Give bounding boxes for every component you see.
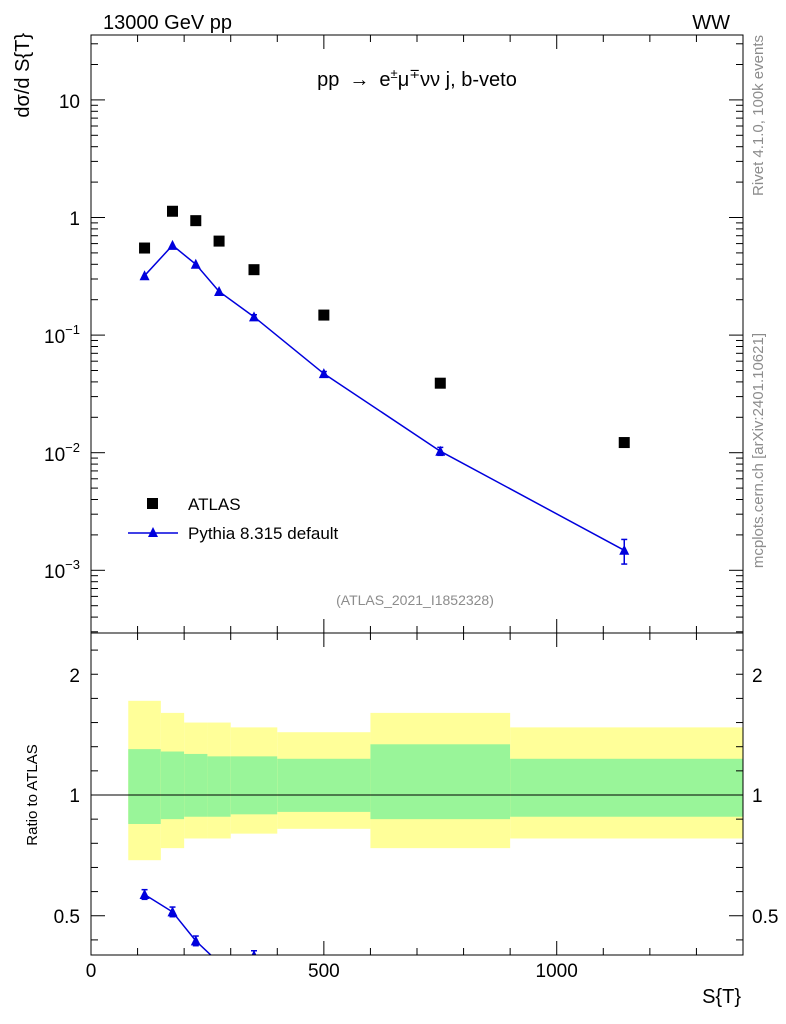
- ratio-mc-line: [144, 893, 212, 955]
- ratio-ylabel: Ratio to ATLAS: [24, 744, 41, 845]
- atlas-point: [248, 264, 260, 276]
- main-frame: [90, 34, 744, 634]
- ratio-ytick-right-2: 2: [752, 666, 763, 687]
- ratio-mc-point: [190, 935, 201, 946]
- band-inner: [184, 753, 208, 817]
- atlas-point: [139, 242, 151, 254]
- atlas-point: [190, 215, 202, 227]
- atlas-point: [213, 235, 225, 247]
- mc-point: [435, 445, 446, 456]
- atlas-point: [618, 437, 630, 449]
- band-inner: [277, 758, 371, 812]
- header-right: WW: [692, 12, 730, 34]
- band-inner: [510, 758, 743, 817]
- ratio-mc-point: [167, 906, 178, 917]
- ratio-ytick-right-1: 1: [752, 786, 763, 807]
- analysis-watermark: (ATLAS_2021_I1852328): [336, 592, 494, 608]
- xtick-label-500: 500: [308, 961, 340, 982]
- ratio-ytick-2: 2: [69, 666, 80, 687]
- mc-point: [214, 285, 225, 296]
- legend-mc-label: Pythia 8.315 default: [188, 524, 339, 543]
- main-data-marks: [139, 205, 630, 565]
- main-ytick-labels: 10 1 10−1 10−2 10−3: [44, 92, 80, 583]
- ratio-mc-point: [214, 957, 224, 967]
- ratio-data-marks: [139, 888, 257, 967]
- ratio-ytick-right-0.5: 0.5: [752, 907, 778, 928]
- legend-atlas-marker: [147, 498, 158, 509]
- band-inner: [160, 751, 185, 820]
- atlas-point: [318, 309, 330, 321]
- chart-title: pp → e±μ∓νν j, b-veto: [317, 66, 517, 91]
- ratio-ytick-0.5: 0.5: [54, 907, 80, 928]
- legend-atlas-label: ATLAS: [188, 495, 241, 514]
- mc-point: [167, 239, 178, 250]
- ratio-mc-point: [251, 950, 257, 955]
- ytick-label-10: 10: [59, 92, 80, 113]
- ratio-mc-point: [139, 888, 150, 899]
- mc-point: [619, 544, 630, 555]
- legend-mc-marker: [148, 527, 158, 537]
- ytick-label-0.1: 10−1: [44, 322, 80, 348]
- band-inner: [230, 756, 278, 815]
- xtick-label-0: 0: [86, 961, 97, 982]
- mc-point: [139, 270, 150, 281]
- main-axis-ticks: [90, 35, 744, 633]
- band-inner: [207, 756, 231, 817]
- rivet-label: Rivet 4.1.0, 100k events: [750, 35, 767, 196]
- ytick-label-1: 1: [69, 209, 80, 230]
- band-inner: [128, 749, 161, 824]
- ytick-label-0.01: 10−2: [44, 440, 80, 466]
- ytick-label-0.001: 10−3: [44, 557, 80, 583]
- legend: ATLAS Pythia 8.315 default: [128, 495, 339, 543]
- ratio-panel: 2 1 0.5 2 1 0.5 Ratio to ATLAS 0 500 100…: [24, 632, 778, 1008]
- header-left: 13000 GeV pp: [103, 12, 232, 34]
- main-panel: 10 1 10−1 10−2 10−3 dσ/d S{T} pp → e±μ∓νν …: [12, 33, 744, 634]
- ratio-uncertainty-bands: [128, 700, 743, 861]
- mc-point: [318, 368, 329, 379]
- xlabel: S{T}: [702, 986, 741, 1008]
- mcplots-label: mcplots.cern.ch [arXiv:2401.10621]: [750, 333, 767, 568]
- xtick-label-1000: 1000: [536, 961, 578, 982]
- mc-point: [190, 258, 201, 269]
- atlas-point: [434, 377, 446, 389]
- ratio-ytick-1: 1: [69, 786, 80, 807]
- band-inner: [370, 744, 511, 820]
- atlas-point: [167, 205, 178, 217]
- ratio-axis-ticks: [90, 633, 744, 955]
- mc-point: [249, 311, 259, 322]
- main-ylabel: dσ/d S{T}: [12, 33, 34, 118]
